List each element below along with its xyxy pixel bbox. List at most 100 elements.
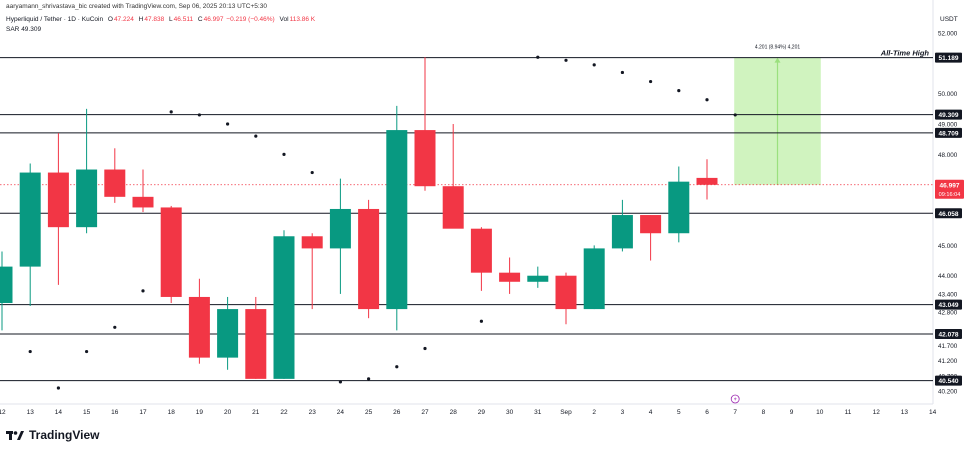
- sar-dot: [226, 122, 230, 126]
- sar-dot: [56, 386, 61, 390]
- y-tick-label: 42.800: [938, 310, 958, 317]
- level-price-label: 46.058: [939, 211, 959, 218]
- level-price-label: 42.078: [939, 332, 959, 339]
- close-value: 46.997: [203, 16, 224, 23]
- sar-dot: [592, 63, 596, 67]
- x-tick-label: 20: [224, 409, 232, 416]
- sar-dot: [254, 134, 258, 138]
- x-tick-label: 23: [309, 409, 317, 416]
- x-tick-label: 29: [478, 409, 486, 416]
- sar-dot: [113, 325, 117, 329]
- footer: TradingView: [0, 424, 969, 449]
- x-tick-label: 19: [196, 409, 204, 416]
- candle-body: [76, 169, 98, 228]
- sar-dot: [28, 349, 32, 354]
- x-tick-label: 11: [845, 409, 852, 416]
- x-tick-label: 15: [83, 409, 91, 416]
- sar-dot: [649, 79, 653, 84]
- y-tick-label: 45.000: [938, 243, 958, 250]
- candle-body: [160, 207, 182, 297]
- y-tick-label: 50.000: [938, 91, 958, 98]
- sar-dot: [479, 319, 483, 323]
- candle-body: [245, 309, 267, 379]
- x-tick-label: 16: [111, 409, 119, 416]
- author-byline: aaryamann_shrivastava_bic created with T…: [6, 3, 267, 10]
- candles-layer: [0, 57, 718, 379]
- close-label: C: [197, 16, 203, 23]
- candle-body: [583, 248, 605, 310]
- candle-body: [217, 309, 239, 358]
- x-tick-label: Sep: [560, 409, 572, 416]
- candle-body: [0, 266, 13, 304]
- sar-dot: [338, 380, 342, 384]
- low-value: 46.511: [173, 16, 194, 23]
- x-tick-label: 12: [873, 409, 881, 416]
- sar-indicator-line[interactable]: SAR 49.309: [6, 26, 41, 33]
- high-value: 47.838: [144, 16, 165, 23]
- level-price-tag: [935, 299, 962, 310]
- x-tick-label: 24: [337, 409, 345, 416]
- level-annotation: All-Time High: [880, 49, 930, 58]
- level-price-tag: [935, 375, 962, 386]
- current-price-tag: [935, 179, 964, 199]
- x-tick-label: 13: [901, 409, 909, 416]
- level-price-tag: [935, 109, 962, 120]
- x-axis: 12 13 14 15 16 17 18 19 20 21 22 23 24 25 26 27 28 29 30 31…: [0, 394, 937, 416]
- x-tick-label: 14: [55, 409, 63, 416]
- x-tick-label: 31: [534, 409, 542, 416]
- sar-dot: [564, 58, 568, 62]
- level-price-label: 49.309: [939, 112, 959, 119]
- level-price-label: 40.540: [939, 378, 959, 385]
- x-tick-label: 30: [506, 409, 514, 416]
- level-price-label: 43.049: [939, 302, 959, 309]
- projection-layer: 4.201 (8.94%) 4,201: [734, 45, 821, 185]
- candle-body: [470, 228, 492, 273]
- candle-body: [273, 236, 295, 379]
- sar-dot: [282, 152, 286, 156]
- x-tick-label: 26: [393, 409, 401, 416]
- sar-dot: [705, 98, 709, 102]
- tradingview-logo-icon: [6, 431, 24, 440]
- open-label: O: [107, 16, 113, 23]
- x-tick-label: 27: [421, 409, 429, 416]
- x-tick-label: 28: [450, 409, 458, 416]
- x-tick-label: 7: [733, 409, 737, 416]
- x-tick-label: 21: [252, 409, 260, 416]
- candle-body: [611, 215, 633, 249]
- sar-label: SAR: [6, 26, 20, 33]
- volume-label: Vol: [279, 16, 289, 23]
- sar-dot: [367, 377, 371, 381]
- x-tick-label: 14: [929, 409, 937, 416]
- symbol-title[interactable]: Hyperliquid / Tether · 1D · KuCoin: [6, 16, 104, 23]
- lightning-icon: [734, 396, 737, 402]
- open-value: 47.224: [113, 16, 134, 23]
- x-tick-label: 4: [649, 409, 653, 416]
- candle-body: [358, 208, 380, 310]
- y-tick-label: 43.400: [938, 291, 958, 298]
- x-tick-label: 25: [365, 409, 373, 416]
- symbol-ohlc-line: Hyperliquid / Tether · 1D · KuCoin O47.2…: [6, 16, 315, 23]
- sar-dot: [620, 70, 625, 75]
- candle-body: [47, 172, 69, 228]
- x-tick-label: 17: [139, 409, 147, 416]
- x-tick-label: 12: [0, 409, 6, 416]
- sar-dot: [395, 365, 399, 369]
- x-tick-label: 18: [168, 409, 176, 416]
- y-tick-label: 44.000: [938, 273, 958, 280]
- candle-body: [555, 275, 577, 310]
- levels-layer: All-Time High: [0, 49, 933, 382]
- candle-body: [499, 272, 521, 282]
- sar-dot: [423, 346, 427, 351]
- candle-body: [104, 169, 126, 197]
- x-tick-label: 3: [621, 409, 625, 416]
- candle-body: [386, 130, 408, 310]
- x-tick-label: 5: [677, 409, 681, 416]
- y-tick-label: 52.000: [938, 31, 958, 38]
- brand-name: TradingView: [29, 428, 100, 442]
- tradingview-logo[interactable]: TradingView: [6, 428, 99, 442]
- sar-dot: [310, 170, 314, 175]
- candle-body: [132, 196, 154, 208]
- y-tick-label: 41.200: [938, 358, 958, 365]
